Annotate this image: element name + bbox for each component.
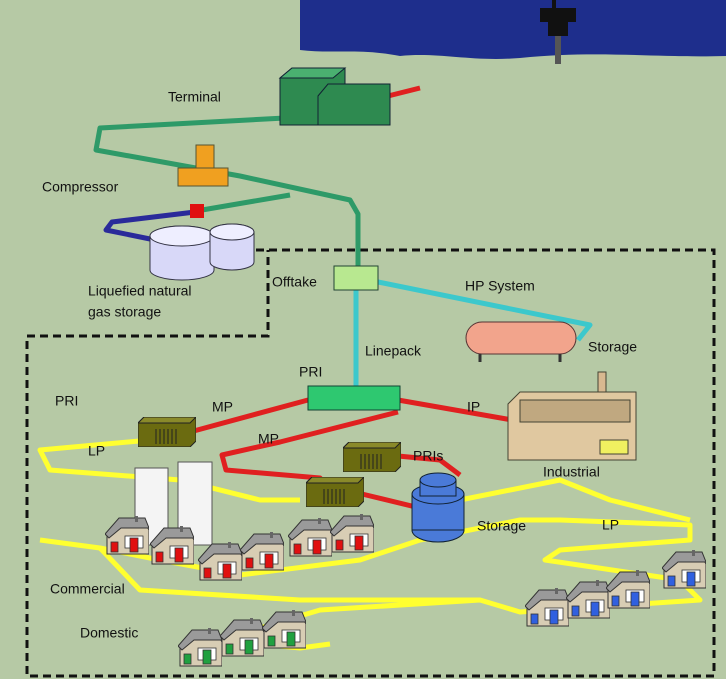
label: Offtake (272, 274, 317, 290)
label: MP (212, 399, 233, 415)
label: Compressor (42, 179, 119, 195)
gasholder (412, 473, 464, 542)
label: Terminal (168, 89, 221, 105)
pri-main (308, 386, 400, 410)
label: LP (88, 443, 105, 459)
offtake-box (334, 266, 378, 290)
label: Linepack (365, 343, 422, 359)
sea (300, 0, 726, 59)
pri-unit (138, 417, 196, 447)
label: Domestic (80, 625, 138, 641)
label: MP (258, 431, 279, 447)
label: PRI (299, 364, 322, 380)
label: gas storage (88, 304, 161, 320)
label: Storage (477, 518, 526, 534)
label: Storage (588, 339, 637, 355)
diagram: Terminal Compressor Liquefied natural ga… (0, 0, 726, 679)
label: PRIs (413, 448, 443, 464)
pri-unit (343, 442, 401, 472)
pri-unit (306, 477, 364, 507)
label: PRI (55, 393, 78, 409)
label: HP System (465, 278, 535, 294)
label: IP (467, 399, 480, 415)
valve (190, 204, 204, 218)
label: Commercial (50, 581, 125, 597)
label: Liquefied natural (88, 283, 192, 299)
label: LP (602, 517, 619, 533)
label: Industrial (543, 464, 600, 480)
